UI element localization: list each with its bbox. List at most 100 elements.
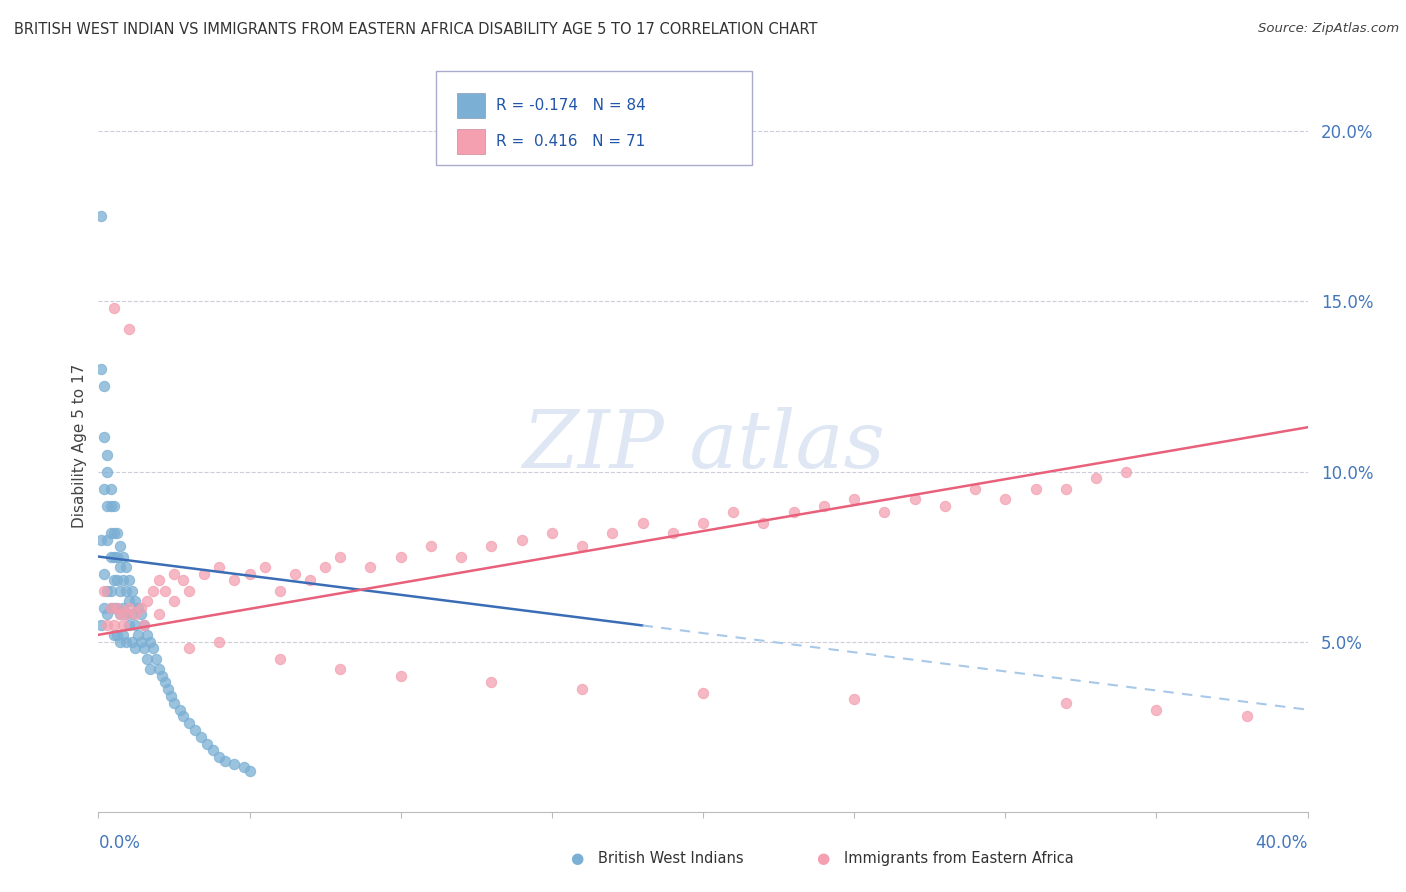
- Point: [239, 566, 262, 581]
- Point: [96, 499, 118, 513]
- Point: [239, 764, 262, 778]
- Point: [145, 651, 167, 665]
- Point: [139, 634, 162, 648]
- Point: [153, 675, 176, 690]
- Point: [1236, 709, 1258, 723]
- Point: [103, 499, 125, 513]
- Point: [195, 737, 218, 751]
- Point: [108, 583, 131, 598]
- Point: [721, 505, 744, 519]
- Point: [93, 600, 115, 615]
- Point: [202, 743, 225, 757]
- Point: [105, 628, 128, 642]
- Point: [139, 662, 162, 676]
- Point: [692, 516, 714, 530]
- Point: [114, 634, 136, 648]
- Point: [118, 594, 141, 608]
- Point: [163, 566, 186, 581]
- Point: [329, 662, 352, 676]
- Point: [108, 634, 131, 648]
- Point: [873, 505, 896, 519]
- Point: [142, 641, 165, 656]
- Point: [135, 651, 157, 665]
- Point: [419, 540, 441, 554]
- Point: [163, 594, 186, 608]
- Point: [100, 525, 122, 540]
- Point: [93, 430, 115, 444]
- Y-axis label: Disability Age 5 to 17: Disability Age 5 to 17: [72, 364, 87, 528]
- Point: [571, 540, 593, 554]
- Point: [93, 583, 115, 598]
- Point: [1054, 482, 1077, 496]
- Point: [135, 628, 157, 642]
- Point: [96, 607, 118, 622]
- Point: [111, 600, 134, 615]
- Text: R = -0.174   N = 84: R = -0.174 N = 84: [496, 98, 647, 113]
- Point: [132, 617, 155, 632]
- Point: [100, 600, 122, 615]
- Point: [118, 321, 141, 335]
- Point: [177, 716, 201, 731]
- Point: [1115, 465, 1137, 479]
- Point: [389, 549, 412, 564]
- Point: [782, 505, 804, 519]
- Point: [90, 617, 112, 632]
- Text: 0.0%: 0.0%: [98, 834, 141, 852]
- Point: [148, 607, 170, 622]
- Point: [118, 574, 141, 588]
- Point: [105, 600, 128, 615]
- Point: [232, 760, 254, 774]
- Point: [1054, 696, 1077, 710]
- Point: [105, 525, 128, 540]
- Point: [124, 641, 146, 656]
- Point: [389, 668, 412, 682]
- Point: [172, 709, 194, 723]
- Point: [224, 757, 246, 772]
- Point: [100, 499, 122, 513]
- Text: ●: ●: [815, 851, 830, 865]
- Point: [114, 583, 136, 598]
- Point: [108, 559, 131, 574]
- Point: [160, 689, 183, 703]
- Point: [103, 574, 125, 588]
- Point: [111, 574, 134, 588]
- Point: [177, 641, 201, 656]
- Point: [169, 703, 191, 717]
- Point: [269, 583, 291, 598]
- Point: [148, 574, 170, 588]
- Point: [96, 617, 118, 632]
- Point: [121, 634, 143, 648]
- Text: BRITISH WEST INDIAN VS IMMIGRANTS FROM EASTERN AFRICA DISABILITY AGE 5 TO 17 COR: BRITISH WEST INDIAN VS IMMIGRANTS FROM E…: [14, 22, 817, 37]
- Point: [96, 465, 118, 479]
- Point: [96, 533, 118, 547]
- Point: [844, 491, 866, 506]
- Point: [103, 549, 125, 564]
- Point: [172, 574, 194, 588]
- Point: [904, 491, 927, 506]
- Point: [142, 583, 165, 598]
- Point: [114, 607, 136, 622]
- Point: [329, 549, 352, 564]
- Point: [103, 301, 125, 316]
- Point: [111, 549, 134, 564]
- Point: [813, 499, 835, 513]
- Point: [135, 594, 157, 608]
- Text: Immigrants from Eastern Africa: Immigrants from Eastern Africa: [844, 851, 1073, 865]
- Point: [163, 696, 186, 710]
- Point: [129, 600, 152, 615]
- Point: [450, 549, 472, 564]
- Point: [208, 634, 231, 648]
- Point: [934, 499, 956, 513]
- Point: [571, 682, 593, 697]
- Point: [93, 379, 115, 393]
- Point: [90, 362, 112, 376]
- Point: [105, 600, 128, 615]
- Point: [965, 482, 987, 496]
- Point: [103, 628, 125, 642]
- Point: [314, 559, 336, 574]
- Point: [214, 754, 236, 768]
- Point: [108, 607, 131, 622]
- Point: [994, 491, 1017, 506]
- Point: [124, 617, 146, 632]
- Point: [150, 668, 173, 682]
